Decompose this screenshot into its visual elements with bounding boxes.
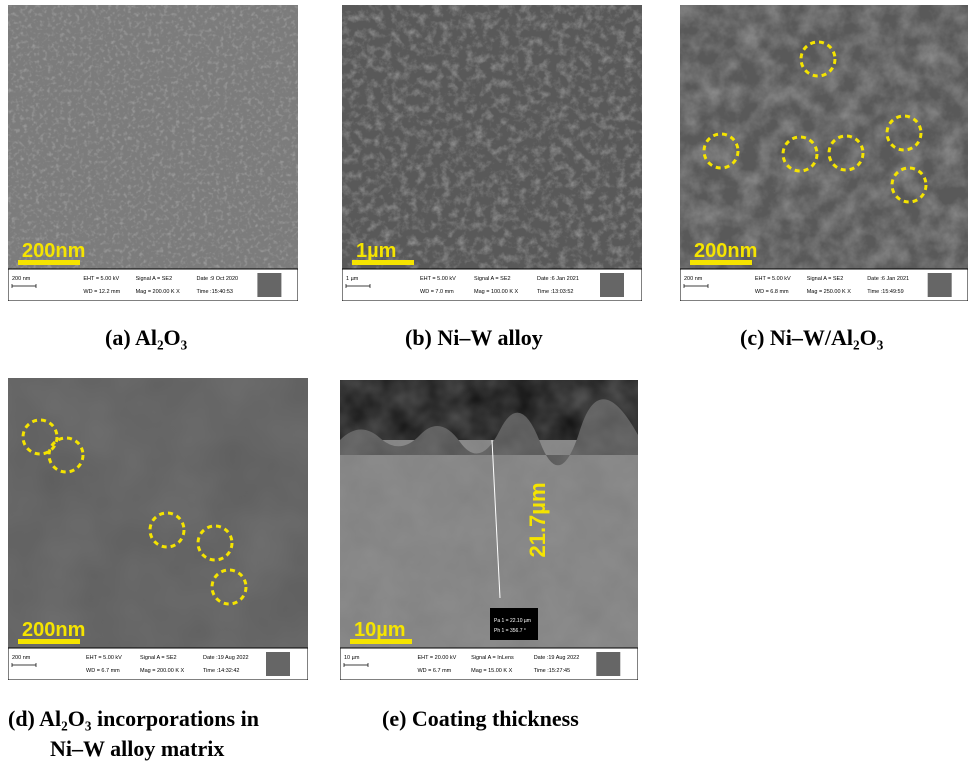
thickness-label: 21.7µm — [525, 482, 550, 557]
scale-bar — [18, 260, 80, 265]
info-signal: Signal A = SE2 — [807, 276, 844, 282]
info-wd: WD = 6.7 mm — [86, 668, 120, 674]
info-mag: Mag = 200.00 K X — [136, 289, 181, 295]
logo — [257, 273, 281, 297]
info-mag: Mag = 15.00 K X — [471, 668, 512, 674]
info-wd: WD = 6.7 mm — [417, 668, 451, 674]
info-signal: Signal A = SE2 — [136, 276, 173, 282]
caption: (c) Ni–W/Al₂O₃ — [740, 325, 883, 351]
info-date: Date :19 Aug 2022 — [203, 655, 249, 661]
logo — [266, 652, 290, 676]
info-signal: Signal A = SE2 — [140, 655, 177, 661]
info-time: Time :14:32:42 — [203, 668, 239, 674]
caption: (e) Coating thickness — [382, 706, 579, 732]
info-eht: EHT = 20.00 kV — [417, 655, 456, 661]
info-mag: Mag = 250.00 K X — [807, 289, 852, 295]
info-time: Time :15:40:53 — [197, 289, 233, 295]
scale-bar-label: 200nm — [694, 240, 757, 262]
texture — [8, 5, 298, 269]
info-scale: 200 nm — [12, 655, 31, 661]
sem-panel: 21.7µm Pa 1 = 22.10 µm Ph 1 = 356.7 ° 10µm 1… — [340, 380, 638, 680]
logo — [596, 652, 620, 676]
scale-bar-label: 200nm — [22, 240, 85, 262]
logo — [600, 273, 624, 297]
caption: Ni–W alloy matrix — [50, 736, 224, 762]
info-scale: 1 µm — [346, 276, 359, 282]
info-wd: WD = 7.0 mm — [420, 289, 454, 295]
scale-bar-label: 10µm — [354, 619, 406, 641]
info-bar — [8, 269, 298, 301]
info-signal: Signal A = InLens — [471, 655, 514, 661]
measure-text: Pa 1 = 22.10 µm — [494, 618, 531, 624]
info-eht: EHT = 5.00 kV — [86, 655, 122, 661]
info-wd: WD = 12.2 mm — [83, 289, 120, 295]
info-scale: 10 µm — [344, 655, 360, 661]
info-date: Date :6 Jan 2021 — [537, 276, 579, 282]
info-bar — [342, 269, 642, 301]
texture — [8, 378, 308, 648]
caption: (b) Ni–W alloy — [405, 325, 543, 351]
info-time: Time :13:03:52 — [537, 289, 573, 295]
info-bar — [680, 269, 968, 301]
info-date: Date :19 Aug 2022 — [534, 655, 580, 661]
sem-panel: 200nm 200 nm EHT = 5.00 kV WD = 6.8 mm Signa… — [680, 5, 968, 301]
texture — [342, 5, 642, 269]
caption: (d) Al₂O₃ incorporations in — [8, 706, 259, 732]
info-scale: 200 nm — [12, 276, 31, 282]
info-date: Date :9 Oct 2020 — [197, 276, 239, 282]
info-eht: EHT = 5.00 kV — [755, 276, 791, 282]
texture — [340, 380, 638, 648]
caption: (a) Al₂O₃ — [105, 325, 187, 351]
info-date: Date :6 Jan 2021 — [867, 276, 909, 282]
info-wd: WD = 6.8 mm — [755, 289, 789, 295]
info-eht: EHT = 5.00 kV — [83, 276, 119, 282]
texture — [680, 5, 968, 269]
scale-bar — [690, 260, 752, 265]
scale-bar — [352, 260, 414, 265]
figure: {"panels": [ {"caption": ["(a) Al₂O₃"], … — [0, 0, 970, 770]
sem-panel: 200nm 200 nm EHT = 5.00 kV WD = 12.2 mm Sign… — [8, 5, 298, 301]
info-bar — [8, 648, 308, 680]
info-scale: 200 nm — [684, 276, 703, 282]
sem-panel: 1µm 1 µm EHT = 5.00 kV WD = 7.0 mm Signal A … — [342, 5, 642, 301]
scale-bar — [18, 639, 80, 644]
measure-box — [490, 608, 538, 640]
info-mag: Mag = 100.00 K X — [474, 289, 519, 295]
scale-bar — [350, 639, 412, 644]
info-mag: Mag = 200.00 K X — [140, 668, 185, 674]
sem-panel: 200nm 200 nm EHT = 5.00 kV WD = 6.7 mm Signa… — [8, 378, 308, 680]
info-time: Time :15:27:45 — [534, 668, 570, 674]
info-bar — [340, 648, 638, 680]
info-eht: EHT = 5.00 kV — [420, 276, 456, 282]
info-time: Time :15:49:59 — [867, 289, 903, 295]
logo — [928, 273, 952, 297]
scale-bar-label: 1µm — [356, 240, 396, 262]
measure-text: Ph 1 = 356.7 ° — [494, 628, 526, 634]
scale-bar-label: 200nm — [22, 619, 85, 641]
info-signal: Signal A = SE2 — [474, 276, 511, 282]
